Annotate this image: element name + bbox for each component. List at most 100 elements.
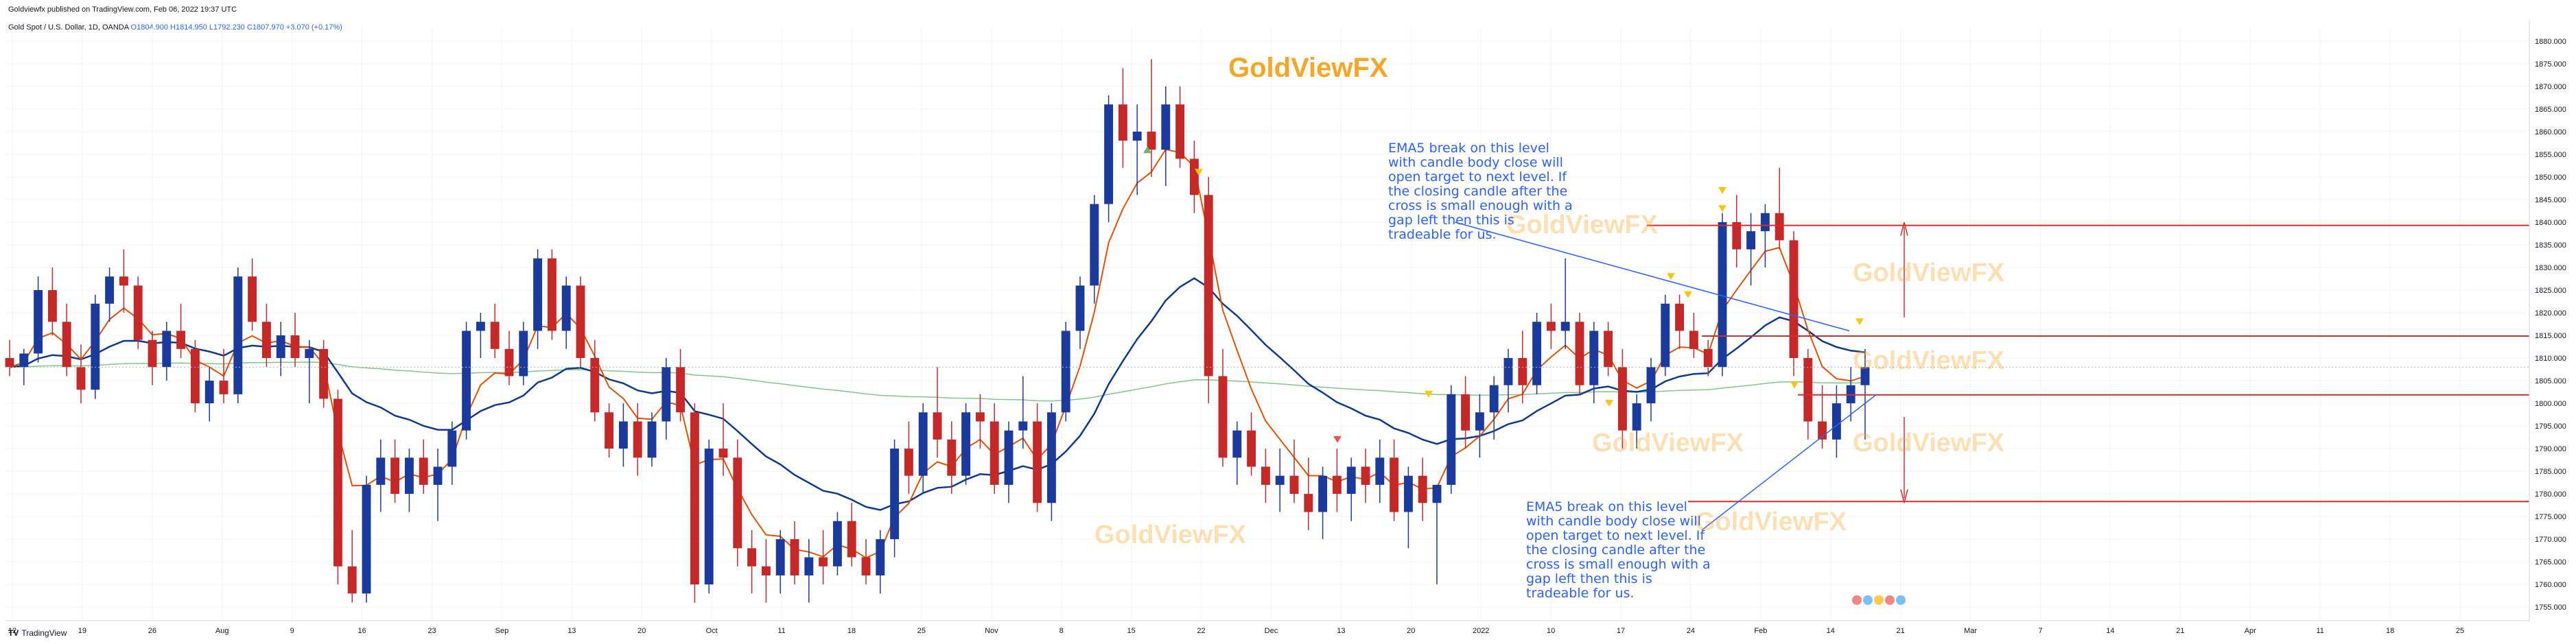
candle-body [433, 466, 443, 485]
x-tick-label: 14 [2106, 627, 2114, 635]
x-tick-label: 13 [567, 627, 576, 635]
candle-body [1461, 394, 1471, 431]
y-tick-label: 1865.000 [2535, 106, 2566, 114]
candle [419, 439, 428, 494]
symbol-name[interactable]: Gold Spot / U.S. Dollar, 1D, OANDA [8, 23, 129, 32]
candle-body [1447, 394, 1456, 485]
watermark-text: GoldViewFX [1094, 521, 1247, 549]
watermark-title: GoldViewFX [1228, 53, 1388, 83]
candle-body [890, 449, 900, 540]
candle [1418, 457, 1427, 521]
candle [1004, 421, 1014, 503]
x-tick-label: Sep [495, 627, 509, 635]
candle-body [248, 276, 257, 322]
watermark-text: GoldViewFX [1853, 429, 2005, 457]
candle [975, 394, 985, 449]
candle-body [1247, 430, 1256, 467]
candle [490, 303, 500, 359]
candle-body [1675, 303, 1685, 331]
candle [404, 449, 414, 512]
candle-body [276, 335, 285, 359]
x-tick-label: 18 [847, 627, 856, 635]
candle-body [1147, 131, 1156, 150]
candle [162, 322, 172, 381]
x-tick-label: 25 [2456, 627, 2464, 635]
candle-body [761, 566, 771, 575]
x-tick-label: Feb [1754, 627, 1767, 635]
candle [1689, 312, 1698, 359]
candle [47, 267, 57, 336]
note-line: open target to next level. If [1526, 528, 1705, 543]
candle [747, 529, 757, 594]
candle [333, 390, 342, 585]
candle-body [704, 449, 714, 585]
candle-body [333, 398, 342, 567]
signal-down-triangle-icon [1425, 390, 1433, 398]
candle [1018, 376, 1028, 449]
candle [1675, 294, 1685, 349]
candle-body [219, 381, 229, 394]
candle-body [918, 412, 928, 476]
candle [1046, 403, 1056, 521]
candle-body [1189, 158, 1199, 195]
candle-body [119, 276, 128, 286]
event-marker-icon [1896, 595, 1906, 605]
signal-down-triangle-icon [1718, 205, 1726, 213]
candle-body [861, 557, 871, 575]
ohlc-close: C1807.970 [246, 23, 284, 32]
candle [347, 529, 357, 603]
candle [1532, 312, 1542, 394]
candle-body [362, 484, 371, 594]
candle-body [19, 353, 29, 368]
candle-body [233, 276, 243, 394]
candle-body [1860, 367, 1870, 385]
x-tick-label: 13 [1337, 627, 1345, 635]
candle-body [1289, 475, 1299, 494]
candle-body [1503, 358, 1513, 385]
y-tick-label: 1855.000 [2535, 151, 2566, 159]
candle-body [1132, 131, 1142, 141]
candle [690, 403, 699, 603]
candle-body [490, 322, 500, 349]
candle-body [519, 331, 528, 377]
candle-body [804, 557, 814, 575]
signal-down-triangle-icon [1855, 318, 1864, 326]
candle-body [1332, 475, 1342, 494]
candle [918, 403, 928, 494]
candle [1760, 204, 1770, 267]
candle-body [1275, 475, 1285, 485]
candle-body [419, 457, 428, 485]
candle [1118, 68, 1127, 168]
x-tick-label: Dec [1265, 627, 1278, 635]
candle [462, 322, 471, 440]
candle-body [1033, 421, 1042, 503]
candle [1575, 312, 1584, 394]
arrow-up-head-icon [1900, 222, 1908, 236]
note-line: gap left then this is [1526, 571, 1652, 586]
y-tick-label: 1810.000 [2535, 355, 2566, 363]
candle [1489, 376, 1499, 440]
y-tick-label: 1850.000 [2535, 174, 2566, 182]
candle-body [676, 367, 686, 413]
candle [1075, 276, 1085, 349]
candle [1546, 303, 1556, 349]
signal-down-triangle-icon [1790, 381, 1799, 389]
candle-body [1475, 412, 1484, 431]
candle [1346, 457, 1356, 521]
tradingview-logo[interactable]: TV TradingView [8, 628, 67, 638]
y-tick-label: 1800.000 [2535, 400, 2566, 408]
candle-body [1718, 222, 1727, 368]
ohlc-low: L1792.230 [209, 23, 245, 32]
candle [1718, 213, 1727, 377]
x-tick-label: 2022 [1473, 627, 1489, 635]
candle [1104, 95, 1114, 222]
candle-body [1046, 412, 1056, 503]
x-tick-label: Nov [985, 627, 998, 635]
candle-body [661, 367, 671, 422]
candle-body [404, 457, 414, 494]
candle [290, 312, 300, 368]
signal-down-triangle-icon [1684, 291, 1692, 298]
candle [819, 529, 828, 585]
candle [176, 303, 186, 359]
